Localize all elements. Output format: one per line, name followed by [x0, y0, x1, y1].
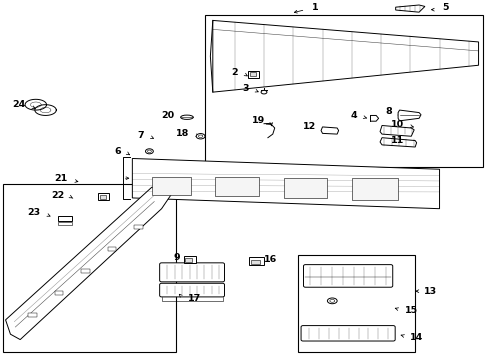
Bar [107, 247, 116, 251]
Bar [3, 184, 176, 352]
Bar [249, 72, 256, 76]
Ellipse shape [198, 135, 203, 138]
Polygon shape [212, 21, 478, 92]
Text: 6: 6 [114, 147, 121, 156]
Bar [134, 225, 142, 229]
Bar [215, 177, 259, 197]
Ellipse shape [147, 150, 151, 153]
Bar [81, 269, 90, 273]
Text: 3: 3 [242, 84, 248, 93]
FancyBboxPatch shape [159, 263, 224, 282]
Bar [58, 222, 72, 225]
Bar [58, 216, 72, 221]
Polygon shape [379, 138, 416, 147]
Bar [250, 260, 259, 264]
Text: 9: 9 [173, 253, 179, 262]
Polygon shape [5, 187, 171, 339]
Bar [98, 193, 109, 200]
Ellipse shape [327, 298, 336, 304]
Text: 5: 5 [441, 3, 447, 12]
Ellipse shape [145, 149, 153, 154]
Bar [152, 177, 190, 195]
Polygon shape [395, 5, 424, 12]
Text: 14: 14 [409, 333, 423, 342]
Bar [183, 256, 196, 263]
Text: 15: 15 [404, 306, 417, 315]
FancyBboxPatch shape [301, 325, 394, 341]
Text: 18: 18 [176, 129, 189, 138]
Text: 22: 22 [51, 190, 64, 199]
Ellipse shape [180, 115, 193, 120]
Polygon shape [379, 126, 413, 136]
Ellipse shape [261, 90, 266, 94]
Text: 12: 12 [302, 122, 316, 131]
Bar [184, 258, 191, 262]
Text: 7: 7 [137, 131, 144, 140]
Text: 21: 21 [54, 175, 67, 184]
Text: 2: 2 [231, 68, 238, 77]
FancyBboxPatch shape [159, 283, 224, 297]
Bar [351, 178, 397, 200]
Polygon shape [321, 127, 338, 134]
Ellipse shape [196, 134, 204, 139]
Text: 16: 16 [264, 255, 277, 264]
Bar [298, 255, 414, 352]
Text: 19: 19 [251, 116, 264, 125]
Text: 20: 20 [162, 111, 174, 120]
Text: 24: 24 [12, 100, 25, 109]
Text: 10: 10 [390, 120, 404, 129]
Text: 8: 8 [384, 107, 391, 116]
Bar [248, 71, 259, 78]
FancyBboxPatch shape [303, 265, 392, 287]
Bar [205, 15, 483, 167]
Bar [28, 313, 37, 317]
Text: 13: 13 [423, 287, 436, 296]
Text: 1: 1 [311, 3, 318, 12]
Text: 23: 23 [27, 208, 41, 217]
Bar [55, 291, 63, 295]
Ellipse shape [329, 300, 334, 302]
Polygon shape [132, 158, 439, 209]
Text: 17: 17 [187, 294, 201, 303]
Text: 4: 4 [350, 111, 357, 120]
Text: 11: 11 [390, 136, 404, 145]
Bar [100, 195, 106, 199]
Bar [283, 178, 327, 198]
Bar [249, 257, 264, 265]
Polygon shape [397, 110, 420, 121]
